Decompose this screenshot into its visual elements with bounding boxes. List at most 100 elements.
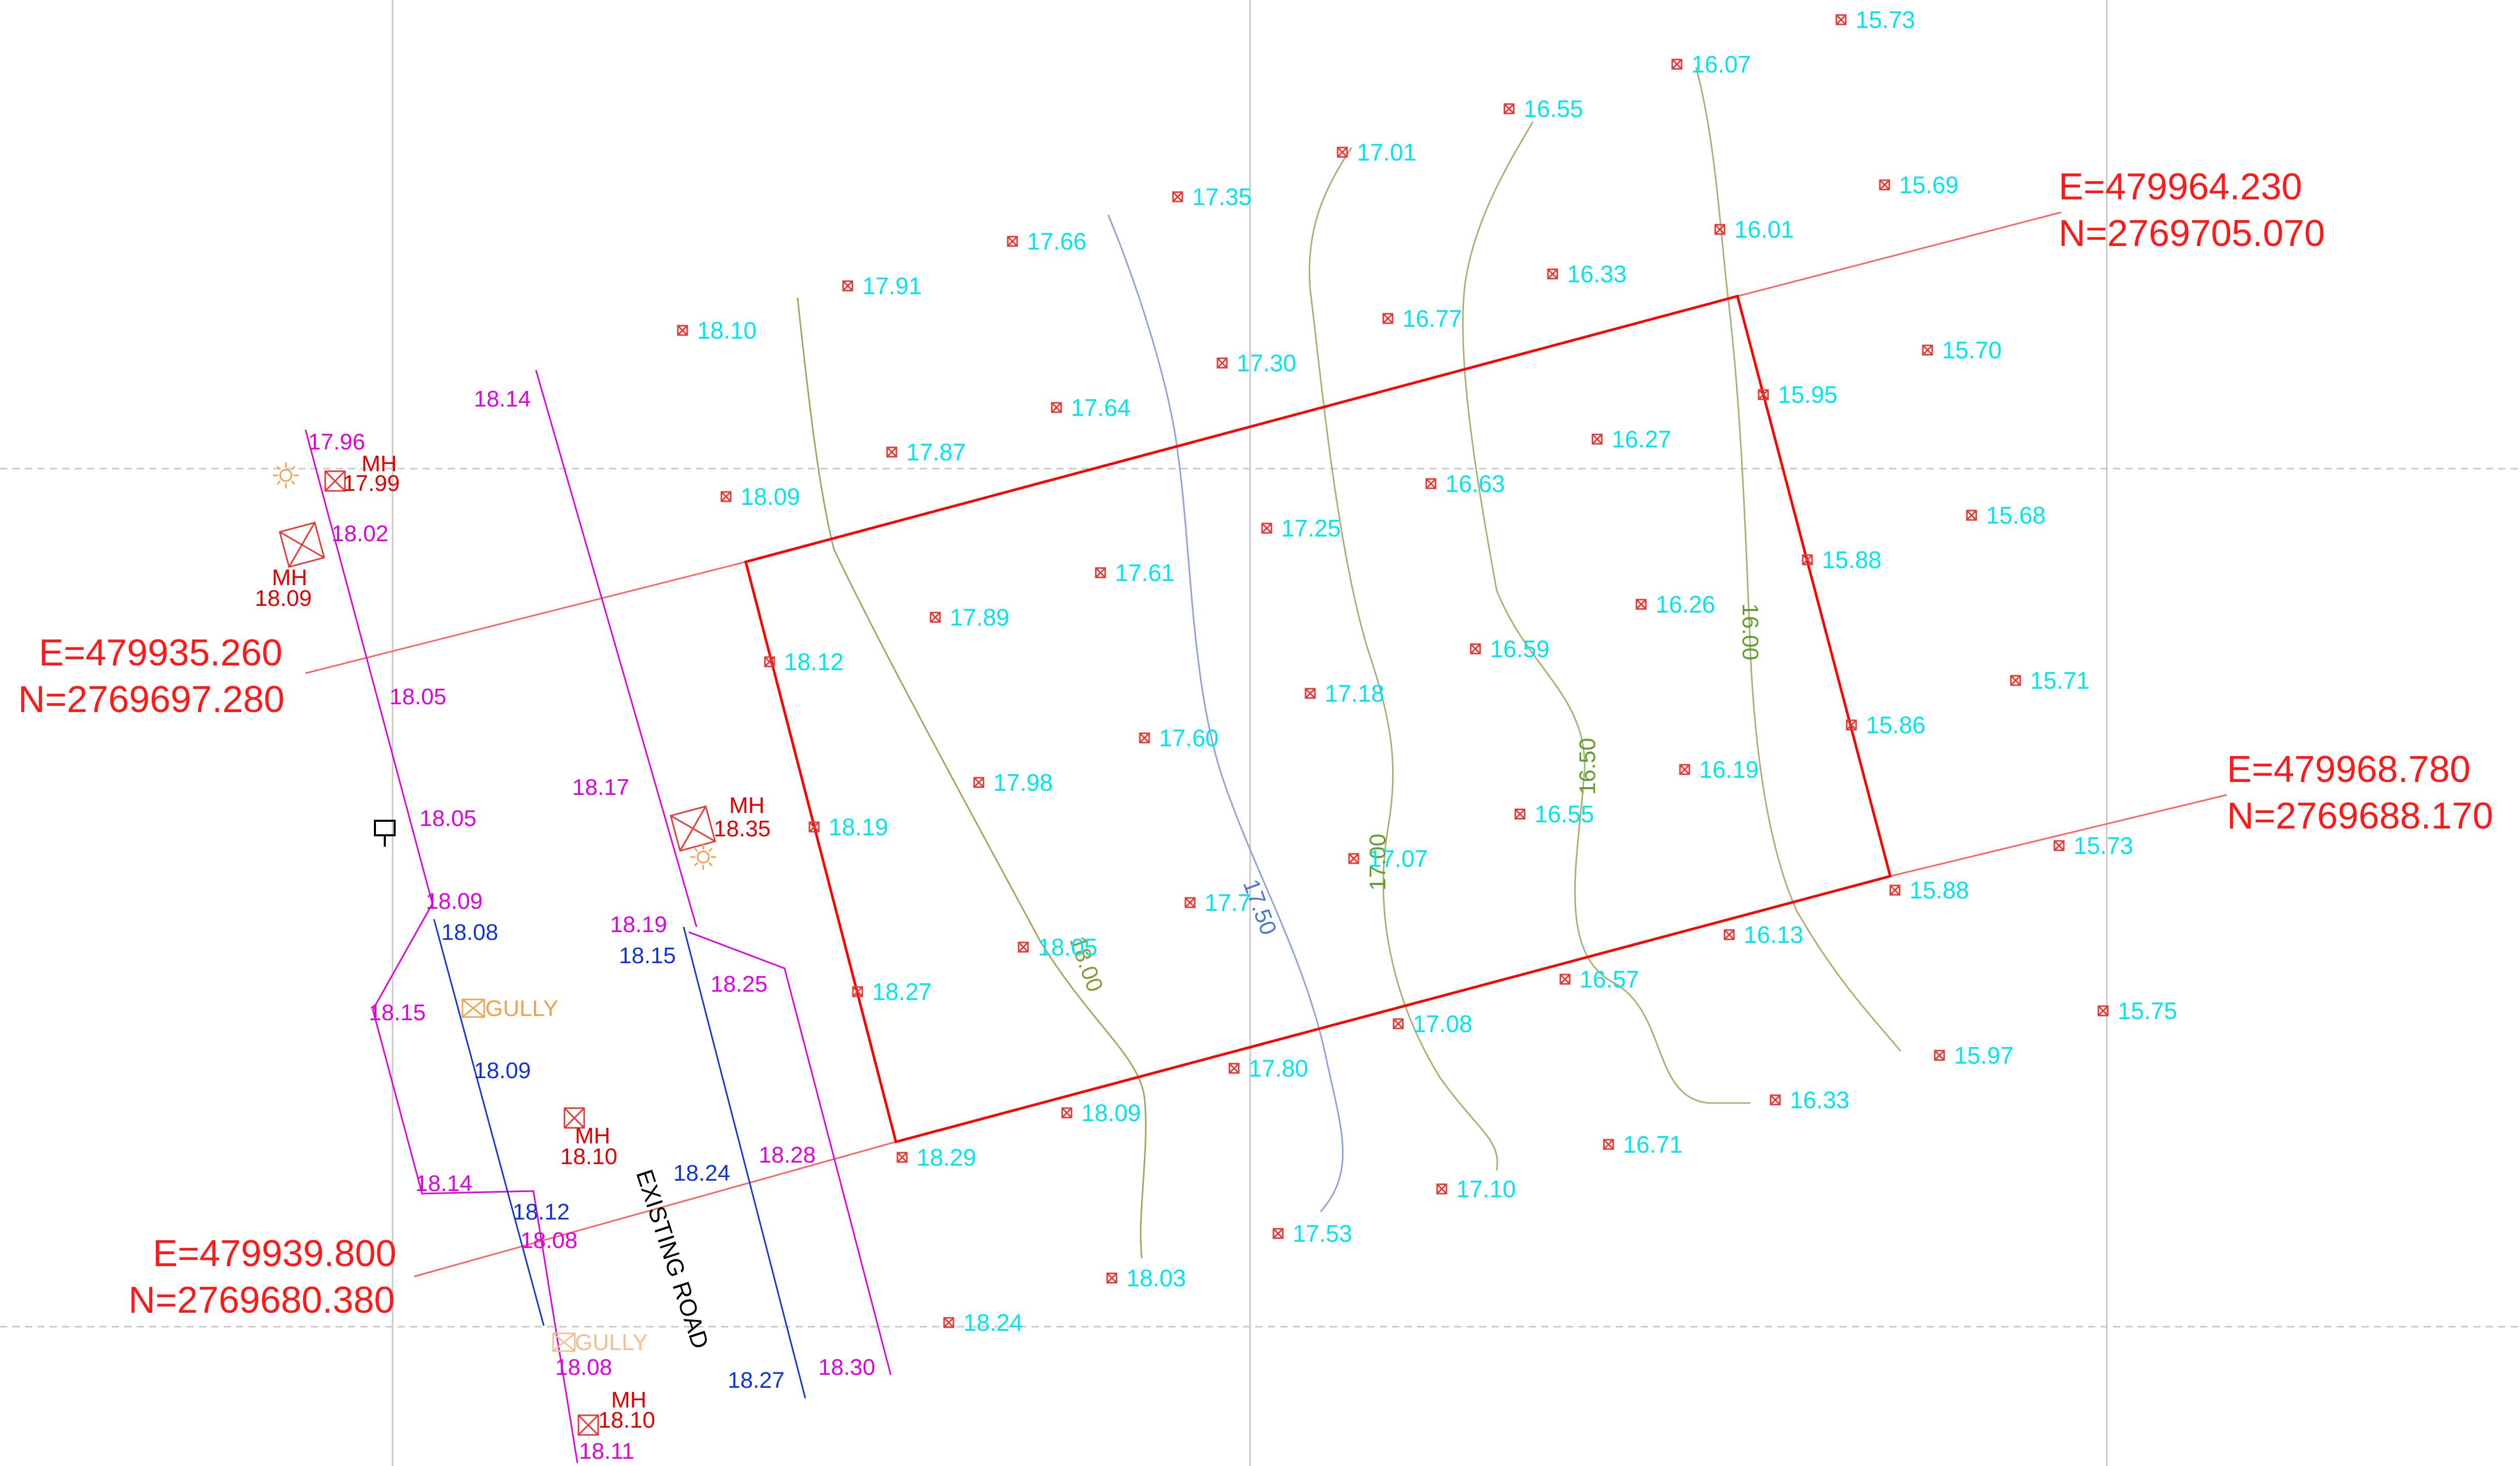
manhole-level: 18.35 [714,816,771,841]
spot-marker-icon [1635,599,1647,610]
spot-level-label: 17.53 [1293,1220,1352,1247]
road-edge-west-magenta [305,429,578,1463]
corner-1-easting: E=479935.260 [39,632,282,674]
spot-marker-icon [1184,897,1196,908]
spot-level-label: 16.26 [1656,591,1715,618]
spot-marker-icon [1802,554,1813,565]
manhole-icon [670,805,716,852]
road-edge-center-magenta [535,370,698,927]
spot-level-label: 18.10 [697,317,757,344]
road-level: 17.96 [308,429,365,455]
corner-1-northing: N=2769697.280 [18,679,284,720]
manhole-5: MH 18.10 [577,1387,655,1436]
spot-marker-icon [930,612,941,623]
road-level-blue: 18.24 [673,1160,730,1186]
manhole-1: MH 17.99 [324,451,400,496]
spot-level-label: 15.88 [1822,546,1881,573]
contour-lines [796,67,1902,1259]
spot-levels: 15.73 16.07 16.55 17.01 17.35 17.66 17.91 18.10… [677,6,2177,1336]
contour-16-50-line [1462,121,1750,1104]
spot-marker-icon [1770,1094,1781,1106]
spot-marker-icon [1139,732,1150,744]
spot-marker-icon [2053,840,2065,851]
manholes: MH 17.99 MH 18.09 MH 18.35 MH 18 [255,451,771,1436]
contour-18-00-line [796,297,1147,1259]
road-level: 18.09 [426,889,483,914]
manhole-label: MH [611,1387,646,1413]
road-level: 18.05 [389,684,446,709]
spot-level-label: 16.19 [1699,756,1759,783]
spot-marker-icon [1393,1018,1404,1029]
spot-level-label: 18.27 [872,978,932,1005]
spot-marker-icon [1714,224,1726,235]
spot-level-label: 18.29 [917,1144,976,1171]
spot-level-label: 15.95 [1778,381,1837,408]
spot-level-label: 17.10 [1456,1175,1516,1202]
spot-level-label: 15.71 [2030,667,2090,694]
manhole-4: MH 18.10 [560,1107,617,1169]
manhole-label: MH [272,565,307,590]
spot-marker-icon [1889,884,1901,896]
spot-marker-icon [1228,1063,1240,1074]
spot-marker-icon [1966,510,1977,521]
corner-coordinates: E=479935.260 N=2769697.280 E=479964.230 … [18,166,2493,1321]
contour-label: 17.00 [1365,834,1391,891]
road-edges [305,370,892,1463]
manhole-label: MH [729,793,764,818]
road-level: 18.02 [331,521,388,546]
spot-level-label: 15.75 [2118,997,2177,1024]
spot-marker-icon [1514,808,1526,820]
spot-marker-icon [1559,974,1571,985]
spot-level-label: 17.91 [862,272,922,299]
gully-label: GULLY [485,996,558,1021]
road-level: 18.11 [579,1439,634,1464]
spot-marker-icon [973,777,984,788]
road-levels-blue: 18.08 18.09 18.12 18.15 18.24 18.27 [441,920,785,1393]
contour-label: 16.50 [1575,738,1600,795]
spot-level-label: 15.73 [1856,6,1915,33]
spot-level-label: 17.60 [1159,724,1219,751]
spot-level-label: 18.05 [1038,934,1097,961]
spot-marker-icon [1503,103,1515,114]
corner-4-easting: E=479939.800 [153,1233,396,1274]
spot-level-label: 16.59 [1490,635,1549,662]
spot-level-label: 17.66 [1027,228,1087,255]
spot-level-label: 17.87 [906,439,966,466]
contour-17-00-line [1308,147,1498,1171]
road-level-blue: 18.08 [441,920,498,945]
road-name-label: EXISTING ROAD [631,1166,714,1352]
gully-icon [461,998,485,1018]
spot-marker-icon [1106,1272,1118,1284]
spot-marker-icon [896,1152,908,1163]
spot-marker-icon [677,325,688,336]
road-levels-magenta: 17.96 18.02 18.05 18.05 18.09 18.15 18.1… [308,386,875,1464]
corner-4-northing: N=2769680.380 [128,1280,395,1321]
spot-marker-icon [943,1317,954,1328]
manhole-icon [577,1414,599,1436]
manhole-level: 18.10 [598,1407,655,1433]
spot-level-label: 16.33 [1567,260,1627,287]
spot-level-label: 16.57 [1580,966,1639,993]
road-level: 18.08 [555,1355,612,1380]
spot-marker-icon [1216,357,1228,369]
road-edge-west-blue [433,919,545,1326]
spot-marker-icon [1846,719,1857,731]
manhole-icon [324,470,346,492]
manhole-icon [563,1107,585,1129]
spot-level-label: 17.08 [1413,1010,1472,1037]
gully-icon [552,1332,576,1352]
spot-level-label: 16.13 [1744,921,1803,948]
road-level: 18.19 [610,912,667,937]
corner-2-easting: E=479964.230 [2059,166,2302,208]
spot-level-label: 17.30 [1237,350,1296,376]
spot-level-label: 15.86 [1866,712,1925,738]
road-level: 18.17 [572,775,629,800]
spot-marker-icon [808,821,820,833]
signpost-icon [374,820,396,847]
spot-marker-icon [1679,764,1690,775]
spot-marker-icon [1724,929,1735,940]
spot-level-label: 17.01 [1357,139,1416,166]
spot-marker-icon [1051,402,1062,413]
spot-level-label: 16.07 [1691,51,1751,78]
spot-level-label: 17.35 [1192,183,1252,210]
